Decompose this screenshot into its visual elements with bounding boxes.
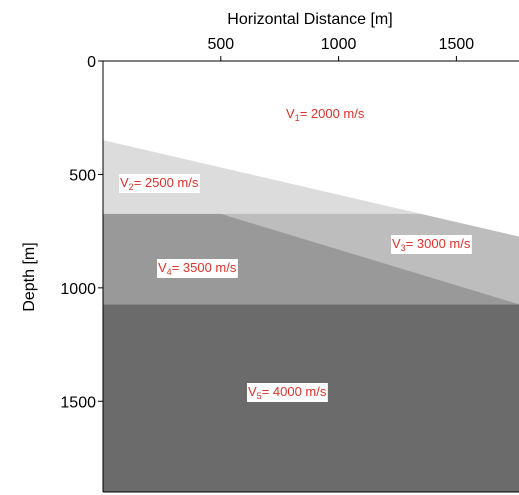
y-tick-label: 0 (87, 54, 96, 71)
y-tick-label: 500 (69, 167, 96, 184)
label-subscript: 4 (167, 267, 172, 277)
x-tick-label: 1500 (439, 36, 475, 53)
label-name: V (120, 175, 129, 190)
label-background (391, 235, 472, 254)
label-name: V (248, 384, 257, 399)
region-label: V3= 3000 m/s (391, 235, 472, 254)
label-background (247, 383, 328, 402)
label-subscript: 1 (295, 113, 300, 123)
region-label-text: V4= 3500 m/s (158, 260, 237, 277)
label-text: = 2000 m/s (300, 106, 365, 121)
region-label: V5= 4000 m/s (247, 383, 328, 402)
label-background (157, 259, 238, 278)
label-subscript: 5 (257, 391, 262, 401)
region-label-text: V5= 4000 m/s (248, 384, 327, 401)
y-tick-label: 1500 (60, 394, 96, 411)
region-label: V1= 2000 m/s (286, 106, 365, 123)
x-tick-label: 1000 (321, 36, 357, 53)
label-subscript: 3 (401, 243, 406, 253)
region-label-text: V1= 2000 m/s (286, 106, 365, 123)
y-tick-label: 1000 (60, 281, 96, 298)
region-label: V2= 2500 m/s (119, 174, 200, 193)
label-name: V (286, 106, 295, 121)
label-text: = 3500 m/s (172, 260, 237, 275)
label-background (119, 174, 200, 193)
label-name: V (158, 260, 167, 275)
label-text: = 2500 m/s (134, 175, 199, 190)
label-subscript: 2 (129, 182, 134, 192)
label-text: = 3000 m/s (406, 236, 471, 251)
region-label: V4= 3500 m/s (157, 259, 238, 278)
y-axis-label: Depth [m] (21, 242, 38, 311)
label-text: = 4000 m/s (262, 384, 327, 399)
x-tick-label: 500 (207, 36, 234, 53)
region-label-text: V2= 2500 m/s (120, 175, 199, 192)
x-axis-label: Horizontal Distance [m] (227, 11, 392, 28)
label-name: V (392, 236, 401, 251)
region-label-text: V3= 3000 m/s (392, 236, 471, 253)
